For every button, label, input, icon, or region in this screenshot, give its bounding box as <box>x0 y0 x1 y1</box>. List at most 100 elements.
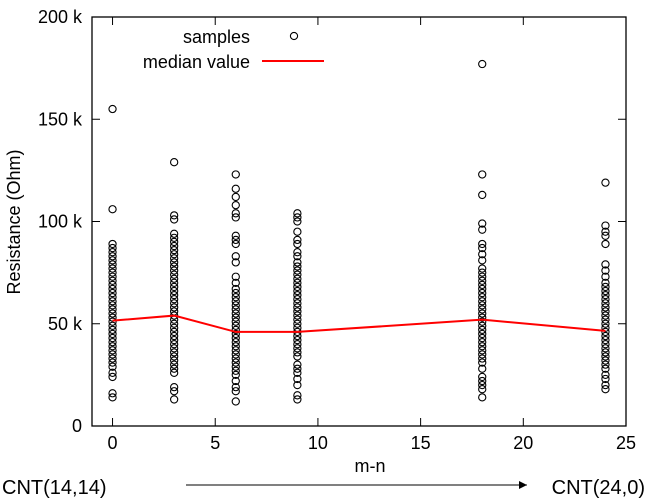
sample-point <box>231 258 240 267</box>
sample-point <box>231 235 240 245</box>
sample-point <box>170 215 179 224</box>
sample-point <box>478 372 487 382</box>
sample-point <box>601 278 610 287</box>
sample-point <box>478 342 487 351</box>
sample-point <box>231 231 240 240</box>
sample-point <box>601 307 610 316</box>
sample-point <box>293 364 302 373</box>
sample-point <box>293 344 302 353</box>
sample-point <box>293 290 302 300</box>
sample-point <box>601 319 610 328</box>
sample-point <box>478 239 487 249</box>
sample-point <box>478 364 487 373</box>
sample-point <box>170 270 179 279</box>
sample-point <box>170 387 179 396</box>
sample-point <box>108 104 117 114</box>
sample-point <box>108 256 117 265</box>
sample-point <box>601 260 610 269</box>
sample-point <box>601 356 610 365</box>
sample-point <box>601 178 610 187</box>
sample-point <box>108 293 117 302</box>
sample-point <box>293 270 302 279</box>
sample-point <box>293 262 302 271</box>
sample-point <box>231 376 240 386</box>
sample-point <box>478 354 487 363</box>
sample-point <box>170 364 179 373</box>
sample-point <box>293 340 302 349</box>
sample-point <box>231 338 240 347</box>
sample-point <box>478 190 487 200</box>
sample-point <box>478 268 487 277</box>
y-tick-label: 100 k <box>38 212 83 232</box>
sample-point <box>478 256 487 265</box>
sample-point <box>170 295 179 304</box>
sample-point <box>170 319 179 328</box>
sample-point <box>170 290 179 300</box>
sample-point <box>293 360 302 369</box>
sample-point <box>478 385 487 394</box>
sample-point <box>170 303 179 312</box>
sample-point <box>601 282 610 292</box>
sample-point <box>108 358 117 367</box>
sample-point <box>231 184 240 193</box>
sample-point <box>478 393 487 402</box>
sample-point <box>601 335 610 345</box>
sample-point <box>231 354 240 363</box>
sample-point <box>478 325 487 335</box>
sample-point <box>108 350 117 359</box>
sample-point <box>108 248 117 257</box>
annotation-left: CNT(14,14) <box>2 477 106 499</box>
y-tick-label: 200 k <box>38 7 83 27</box>
annotation-right: CNT(24,0) <box>552 477 645 499</box>
sample-point <box>293 348 302 357</box>
sample-point <box>231 342 240 351</box>
sample-point <box>478 305 487 314</box>
sample-point <box>601 272 610 281</box>
sample-point <box>170 299 179 308</box>
sample-point <box>108 372 117 382</box>
sample-point <box>293 274 302 283</box>
sample-points <box>108 59 610 406</box>
sample-point <box>601 221 610 230</box>
sample-point <box>170 395 179 404</box>
sample-point <box>601 315 610 324</box>
sample-point <box>231 317 240 326</box>
sample-point <box>108 243 117 253</box>
sample-point <box>170 158 179 167</box>
sample-point <box>293 266 302 275</box>
sample-point <box>170 368 179 377</box>
sample-point <box>601 311 610 320</box>
sample-point <box>293 303 302 312</box>
sample-point <box>108 297 117 306</box>
sample-point <box>478 284 487 294</box>
sample-point <box>170 278 179 287</box>
chirality-annotation: CNT(14,14) CNT(24,0) <box>2 477 645 499</box>
sample-point <box>231 333 240 343</box>
sample-point <box>478 329 487 339</box>
sample-point <box>293 315 302 324</box>
sample-point <box>293 380 302 390</box>
sample-point <box>231 382 240 392</box>
sample-point <box>601 370 610 380</box>
y-tick-label: 0 <box>72 416 82 436</box>
sample-point <box>170 344 179 353</box>
sample-point <box>231 272 240 281</box>
sample-point <box>231 288 240 298</box>
sample-point <box>601 299 610 308</box>
sample-point <box>601 360 610 369</box>
sample-point <box>108 362 117 371</box>
sample-point <box>601 266 610 275</box>
sample-point <box>293 311 302 320</box>
sample-point <box>170 360 179 369</box>
sample-point <box>293 252 302 261</box>
sample-point <box>170 254 179 263</box>
sample-point <box>601 348 610 357</box>
sample-point <box>170 211 179 220</box>
sample-point <box>231 325 240 335</box>
sample-point <box>601 374 610 384</box>
sample-point <box>231 284 240 294</box>
sample-point <box>170 327 179 337</box>
x-tick-label: 0 <box>108 433 118 453</box>
sample-point <box>170 340 179 349</box>
